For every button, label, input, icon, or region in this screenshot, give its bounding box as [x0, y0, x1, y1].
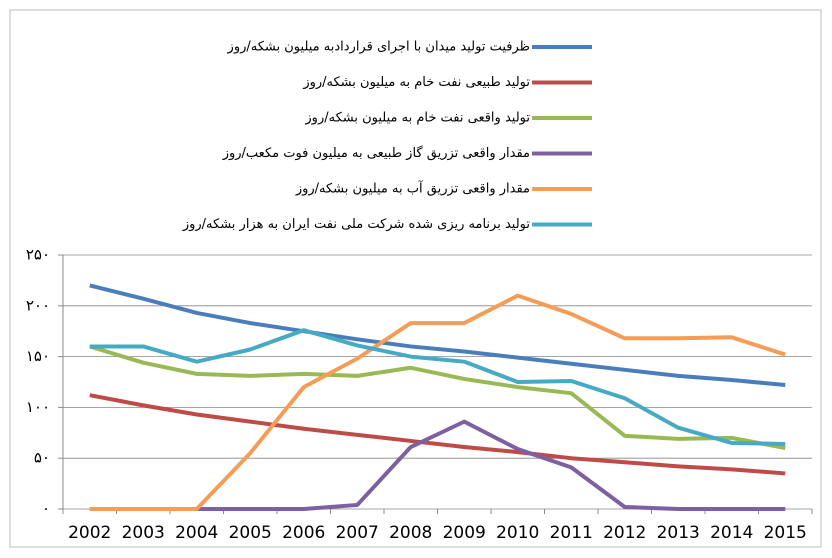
y-tick-label: ۱۰۰ [26, 398, 50, 416]
series-line [89, 344, 786, 451]
series-line [89, 419, 786, 511]
y-tick-label: ۲۰۰ [26, 296, 50, 314]
legend-label: تولید طبیعی نفت خام به میلیون بشکه/روز [302, 75, 530, 90]
x-tick-label: 2003 [122, 523, 165, 543]
x-tick-label: 2005 [229, 523, 272, 543]
x-tick-label: 2006 [282, 523, 325, 543]
x-tick-label: 2013 [657, 523, 700, 543]
y-tick-label: ۲۵۰ [26, 246, 50, 264]
x-tick-label: 2010 [496, 523, 539, 543]
x-tick-label: 2002 [68, 523, 111, 543]
y-tick-label: ۰ [42, 500, 50, 518]
legend-label: تولید واقعی نفت خام به میلیون بشکه/روز [304, 111, 530, 126]
x-tick-label: 2011 [550, 523, 593, 543]
chart-frame [9, 9, 822, 548]
x-tick-label: 2014 [710, 523, 753, 543]
x-tick-label: 2015 [764, 523, 807, 543]
x-tick-label: 2008 [389, 523, 432, 543]
legend-label: مقدار واقعی تزریق آب به میلیون بشکه/روز [295, 180, 530, 197]
y-tick-label: ۵۰ [34, 449, 50, 467]
x-tick-label: 2004 [175, 523, 218, 543]
legend-label: تولید برنامه ریزی شده شرکت ملی نفت ایران… [182, 217, 531, 232]
x-tick-label: 2012 [603, 523, 646, 543]
legend-label: ظرفیت تولید میدان با اجرای قراردادبه میل… [227, 40, 530, 55]
series-line [89, 328, 786, 446]
series-line [89, 283, 786, 388]
series-line [89, 293, 786, 511]
x-tick-label: 2007 [336, 523, 379, 543]
legend-label: مقدار واقعی تزریق گاز طبیعی به میلیون فو… [222, 145, 530, 161]
x-tick-label: 2009 [443, 523, 486, 543]
y-tick-label: ۱۵۰ [26, 347, 50, 365]
series-line [89, 393, 786, 476]
